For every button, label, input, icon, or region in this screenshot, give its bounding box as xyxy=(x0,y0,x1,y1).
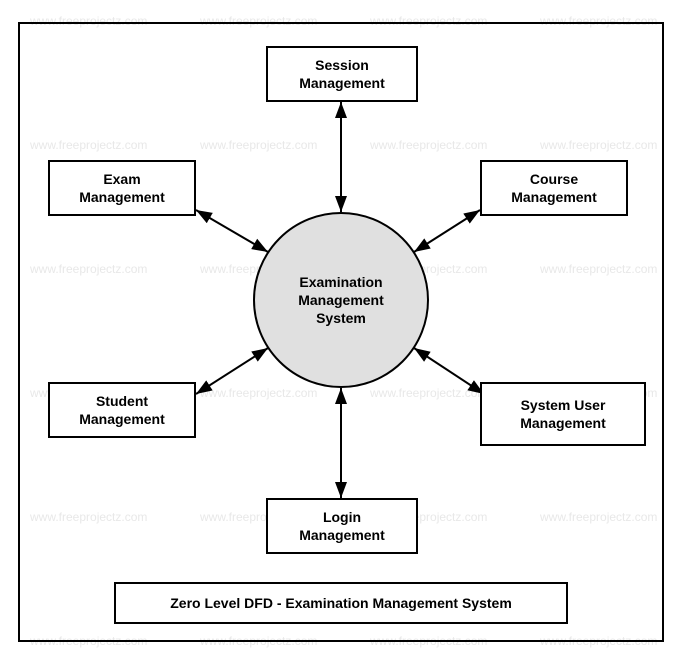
entity-login: Login Management xyxy=(266,498,418,554)
entity-sysuser-label: System User Management xyxy=(520,396,606,432)
entity-session: Session Management xyxy=(266,46,418,102)
entity-login-label: Login Management xyxy=(299,508,385,544)
entity-student-label: Student Management xyxy=(79,392,165,428)
entity-exam: Exam Management xyxy=(48,160,196,216)
entity-sysuser: System User Management xyxy=(480,382,646,446)
center-process-label: Examination Management System xyxy=(298,273,384,328)
center-process: Examination Management System xyxy=(253,212,429,388)
diagram-caption-label: Zero Level DFD - Examination Management … xyxy=(170,594,512,612)
entity-student: Student Management xyxy=(48,382,196,438)
entity-course: Course Management xyxy=(480,160,628,216)
diagram-caption: Zero Level DFD - Examination Management … xyxy=(114,582,568,624)
entity-course-label: Course Management xyxy=(511,170,597,206)
entity-session-label: Session Management xyxy=(299,56,385,92)
entity-exam-label: Exam Management xyxy=(79,170,165,206)
